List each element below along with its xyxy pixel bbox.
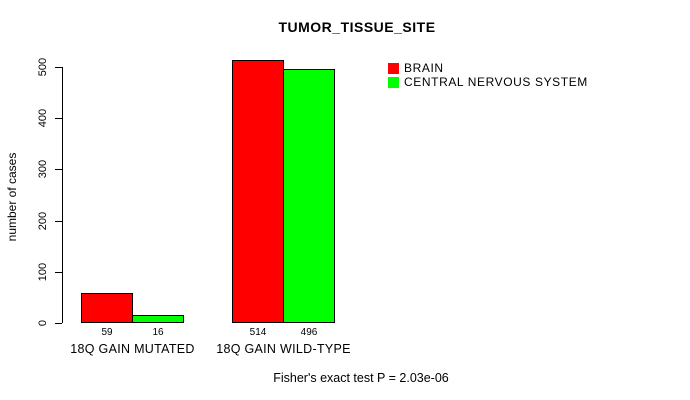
y-tick (55, 66, 62, 68)
y-tick (55, 220, 62, 222)
y-tick-label: 400 (37, 108, 49, 128)
bar-value-label: 496 (300, 327, 318, 338)
y-tick-label: 500 (37, 57, 49, 77)
y-axis-label: number of cases (5, 152, 19, 242)
bar-brain (81, 293, 133, 323)
legend-swatch-cns (388, 76, 399, 88)
legend-item-brain: BRAIN (388, 61, 588, 75)
y-axis-line (62, 67, 63, 323)
bar-central-nervous-system (132, 315, 184, 323)
y-tick-label: 300 (37, 159, 49, 179)
y-tick (55, 117, 62, 119)
x-category-label: 18Q GAIN MUTATED (70, 342, 195, 356)
x-category-label: 18Q GAIN WILD-TYPE (216, 342, 351, 356)
bar-central-nervous-system (283, 69, 335, 323)
bar-brain (232, 60, 284, 323)
legend: BRAIN CENTRAL NERVOUS SYSTEM (388, 61, 588, 89)
annotation-text: Fisher's exact test P = 2.03e-06 (273, 371, 449, 385)
chart-title: TUMOR_TISSUE_SITE (278, 19, 436, 35)
bar-value-label: 59 (101, 327, 113, 338)
y-tick-label: 100 (37, 262, 49, 282)
y-tick (55, 322, 62, 324)
y-tick (55, 168, 62, 170)
legend-item-cns: CENTRAL NERVOUS SYSTEM (388, 75, 588, 89)
legend-swatch-brain (388, 62, 399, 74)
bar-value-label: 514 (249, 327, 267, 338)
y-tick-label: 0 (37, 319, 49, 327)
y-tick (55, 271, 62, 273)
y-tick-label: 200 (37, 211, 49, 231)
legend-label-cns: CENTRAL NERVOUS SYSTEM (404, 75, 588, 89)
legend-label-brain: BRAIN (404, 61, 444, 75)
bar-value-label: 16 (152, 327, 164, 338)
